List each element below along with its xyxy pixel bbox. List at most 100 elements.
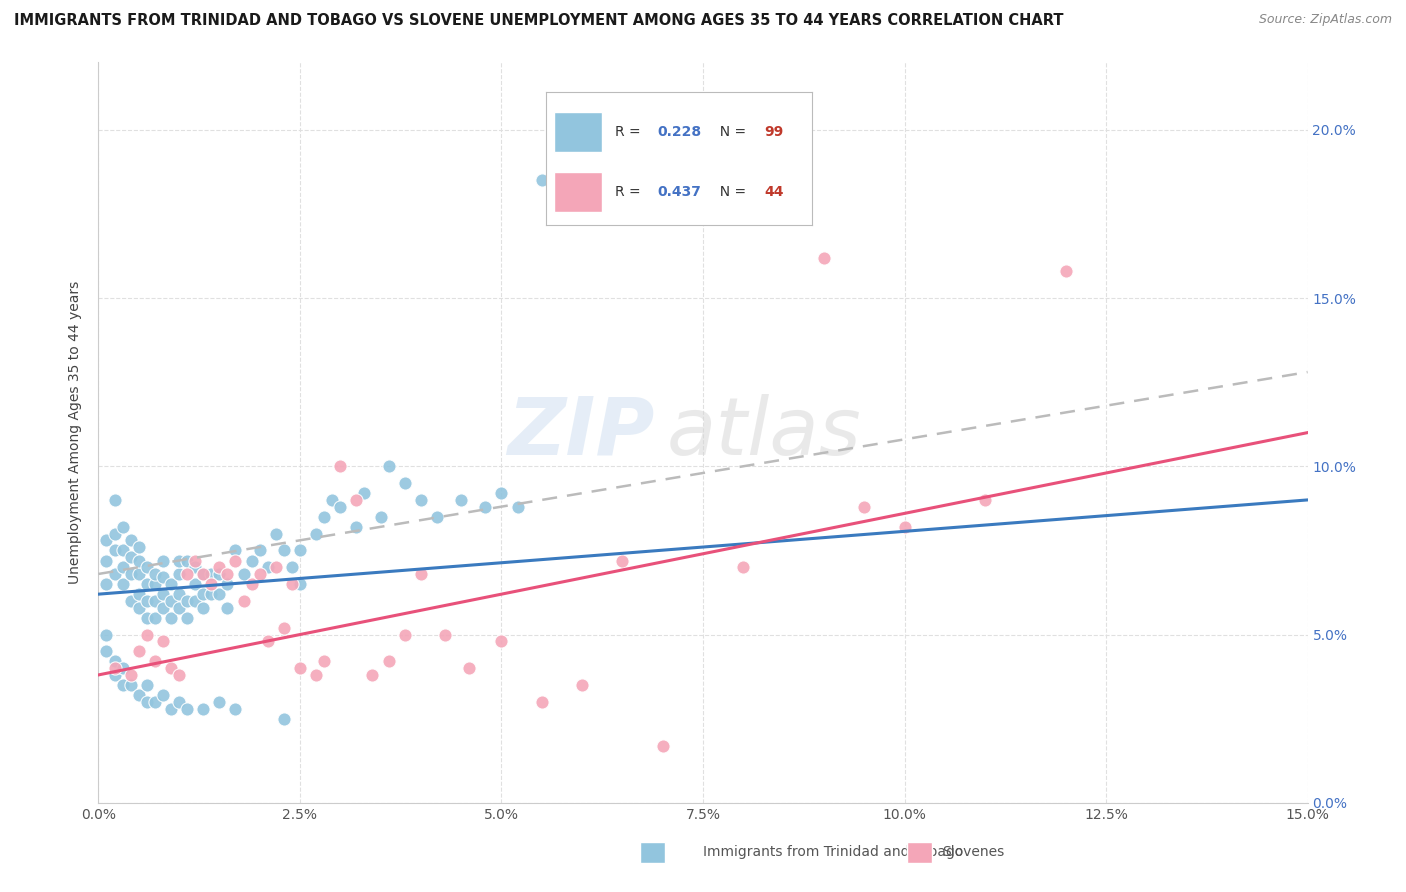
Point [128, 587, 150, 601]
Point [314, 509, 336, 524]
Point [128, 566, 150, 581]
Point [103, 492, 125, 507]
Point [344, 492, 367, 507]
Point [224, 543, 246, 558]
Point [128, 600, 150, 615]
Point [103, 526, 125, 541]
Point [111, 577, 134, 591]
Point [733, 560, 755, 574]
Point [167, 600, 190, 615]
Point [152, 570, 174, 584]
Point [160, 610, 183, 624]
Point [143, 610, 166, 624]
Point [143, 594, 166, 608]
Point [474, 500, 496, 514]
Point [135, 594, 157, 608]
Point [273, 712, 295, 726]
Point [249, 543, 271, 558]
Point [314, 655, 336, 669]
Point [193, 566, 215, 581]
Point [409, 566, 432, 581]
Point [103, 655, 125, 669]
Point [135, 610, 157, 624]
Point [893, 520, 915, 534]
Point [103, 566, 125, 581]
Point [160, 577, 183, 591]
Point [200, 587, 222, 601]
Text: ZIP: ZIP [508, 393, 655, 472]
Point [96, 533, 118, 548]
Point [200, 566, 222, 581]
Point [160, 701, 183, 715]
Point [224, 701, 246, 715]
Point [377, 459, 399, 474]
Point [135, 678, 157, 692]
Point [288, 543, 311, 558]
Point [208, 566, 231, 581]
Point [120, 678, 142, 692]
Point [152, 688, 174, 702]
Point [193, 587, 215, 601]
Point [143, 577, 166, 591]
Point [120, 566, 142, 581]
Point [370, 509, 392, 524]
Point [353, 486, 375, 500]
Point [450, 492, 472, 507]
Y-axis label: Unemployment Among Ages 35 to 44 years: Unemployment Among Ages 35 to 44 years [69, 281, 83, 584]
Text: atlas: atlas [666, 393, 862, 472]
Point [224, 553, 246, 567]
Point [135, 627, 157, 641]
Point [321, 492, 343, 507]
Point [329, 459, 352, 474]
Point [167, 668, 190, 682]
Point [128, 644, 150, 658]
Point [256, 634, 278, 648]
Point [111, 543, 134, 558]
Point [152, 553, 174, 567]
Point [217, 566, 239, 581]
Point [281, 560, 304, 574]
Point [974, 492, 997, 507]
Point [96, 553, 118, 567]
Point [111, 661, 134, 675]
Point [264, 560, 287, 574]
Point [305, 668, 328, 682]
Point [128, 553, 150, 567]
Point [305, 526, 328, 541]
Point [135, 560, 157, 574]
Point [128, 688, 150, 702]
Point [240, 553, 263, 567]
Point [1054, 264, 1077, 278]
Point [111, 678, 134, 692]
Point [176, 610, 198, 624]
Point [394, 627, 416, 641]
Point [232, 594, 254, 608]
Point [167, 695, 190, 709]
Point [232, 566, 254, 581]
Point [184, 553, 207, 567]
Point [612, 553, 634, 567]
Point [193, 600, 215, 615]
Point [281, 577, 304, 591]
Point [273, 621, 295, 635]
Text: Slovenes: Slovenes [942, 845, 1004, 859]
Point [208, 695, 231, 709]
Point [530, 173, 553, 187]
Point [184, 577, 207, 591]
Point [217, 600, 239, 615]
Point [434, 627, 457, 641]
Point [651, 739, 673, 753]
Point [120, 594, 142, 608]
Point [111, 520, 134, 534]
Point [264, 526, 287, 541]
Point [103, 543, 125, 558]
Point [344, 520, 367, 534]
Point [409, 492, 432, 507]
Point [491, 634, 513, 648]
Point [143, 655, 166, 669]
Point [96, 644, 118, 658]
Point [256, 560, 278, 574]
Point [152, 634, 174, 648]
Point [377, 655, 399, 669]
Point [96, 627, 118, 641]
